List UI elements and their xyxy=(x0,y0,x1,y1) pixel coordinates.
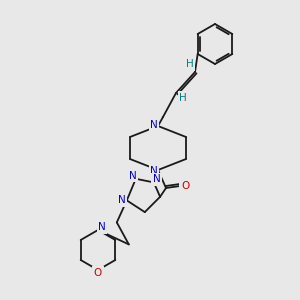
Text: H: H xyxy=(186,59,194,69)
Text: N: N xyxy=(153,174,161,184)
Text: N: N xyxy=(150,166,158,176)
Text: N: N xyxy=(98,222,106,232)
Text: O: O xyxy=(94,268,102,278)
Text: N: N xyxy=(150,120,158,130)
Text: N: N xyxy=(129,171,137,181)
Text: O: O xyxy=(181,181,189,191)
Text: N: N xyxy=(118,195,126,206)
Text: H: H xyxy=(179,93,187,103)
